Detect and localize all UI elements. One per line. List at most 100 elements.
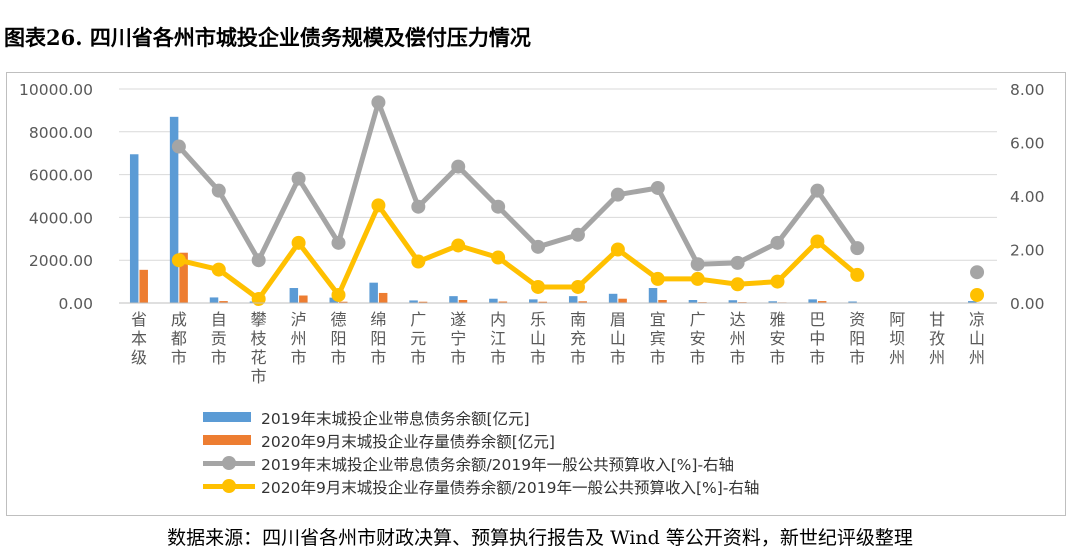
x-tick-label: 资阳市 [849, 310, 865, 367]
bar-2020 [658, 300, 667, 303]
x-tick-label: 攀枝花市 [251, 310, 267, 386]
point-2019-ratio [171, 139, 186, 154]
legend-key-bar-2019 [203, 406, 255, 429]
bar-2019 [369, 282, 378, 303]
x-tick-label: 泸州市 [291, 310, 307, 367]
legend-key-line-2020 [203, 475, 255, 498]
y-left-tick-label: 6000.00 [29, 167, 93, 185]
x-tick-label: 阿坝州 [889, 310, 905, 367]
bar-2019 [808, 299, 817, 303]
legend-item-bar-2019: 2019年末城投企业带息债务余额[亿元] [203, 406, 759, 429]
point-2019-ratio [610, 187, 625, 202]
bar-2020 [378, 292, 388, 303]
point-2020-ratio [531, 279, 546, 294]
x-tick-label: 省本级 [131, 310, 147, 367]
bar-2019 [489, 298, 498, 303]
point-2020-ratio [251, 291, 266, 306]
legend-label: 2020年9月末城投企业存量债券余额[亿元] [261, 432, 555, 451]
bar-2020 [418, 301, 428, 303]
legend-item-line-2020: 2020年9月末城投企业存量债券余额/2019年一般公共预算收入[%]-右轴 [203, 475, 759, 498]
source-note: 数据来源：四川省各州市财政决算、预算执行报告及 Wind 等公开资料，新世纪评级… [167, 527, 913, 549]
bar-2019 [768, 301, 777, 303]
point-2020-ratio [650, 271, 665, 286]
bar-2019 [688, 300, 698, 303]
bar-2020 [498, 301, 508, 303]
y-left-tick-label: 2000.00 [29, 252, 93, 270]
point-2020-ratio [211, 262, 226, 277]
y-right-tick-label: 4.00 [1010, 188, 1045, 206]
point-2020-ratio [810, 234, 825, 249]
point-2019-ratio [411, 199, 426, 214]
bar-2020 [618, 298, 627, 303]
chart-container: 0.00 2000.00 4000.00 6000.00 8000.00 10000.00… [6, 72, 1066, 516]
bar-2019 [129, 154, 139, 303]
point-2019-ratio [491, 199, 506, 214]
x-tick-label: 达州市 [730, 310, 746, 367]
point-2020-ratio [730, 277, 745, 292]
bar-2020 [817, 301, 827, 303]
point-2019-ratio [331, 235, 346, 250]
x-tick-label: 自贡市 [211, 310, 227, 367]
point-2019-ratio [291, 171, 306, 186]
x-tick-label: 广安市 [690, 310, 706, 367]
bar-2019 [169, 116, 179, 303]
point-2020-ratio [610, 242, 625, 257]
bar-2019 [209, 297, 219, 303]
chart-svg: 0.00 2000.00 4000.00 6000.00 8000.00 10000.00… [19, 81, 1045, 386]
x-tick-label: 甘孜州 [929, 310, 945, 367]
x-tick-label: 德阳市 [330, 310, 346, 367]
point-2019-ratio [850, 241, 865, 256]
point-2020-ratio [970, 287, 985, 302]
point-2020-ratio [491, 250, 506, 265]
bar-2020 [179, 252, 188, 303]
point-2020-ratio [850, 267, 865, 282]
point-2020-ratio [570, 279, 585, 294]
y-right-tick-label: 6.00 [1010, 135, 1045, 153]
x-tick-label: 乐山市 [530, 310, 546, 367]
point-2020-ratio [331, 287, 346, 302]
y-right-tick-label: 8.00 [1010, 81, 1045, 99]
point-2019-ratio [970, 265, 985, 280]
x-tick-label: 宜宾市 [650, 310, 666, 367]
x-tick-label: 内江市 [490, 310, 506, 367]
bar-2019 [329, 297, 338, 303]
y-right-tick-label: 0.00 [1010, 295, 1045, 313]
bar-2020 [578, 301, 587, 303]
bar-2019 [529, 299, 538, 303]
bar-2020 [139, 269, 148, 303]
x-tick-label: 凉山州 [969, 310, 985, 367]
legend-label: 2020年9月末城投企业存量债券余额/2019年一般公共预算收入[%]-右轴 [261, 478, 760, 497]
point-2020-ratio [411, 254, 426, 269]
bar-2019 [449, 296, 458, 303]
bar-2020 [219, 301, 228, 303]
x-tick-label: 广元市 [410, 310, 426, 367]
bar-2019 [968, 301, 977, 303]
y-left-tick-label: 4000.00 [29, 209, 93, 227]
point-2019-ratio [251, 253, 266, 268]
point-2019-ratio [570, 227, 585, 242]
legend-label: 2019年末城投企业带息债务余额/2019年一般公共预算收入[%]-右轴 [261, 455, 735, 474]
legend-item-line-2019: 2019年末城投企业带息债务余额/2019年一般公共预算收入[%]-右轴 [203, 452, 759, 475]
chart-legend: 2019年末城投企业带息债务余额[亿元] 2020年9月末城投企业存量债券余额[… [203, 406, 759, 498]
point-2020-ratio [690, 271, 705, 286]
point-2020-ratio [451, 238, 466, 253]
x-tick-label: 绵阳市 [370, 310, 386, 367]
bar-2019 [568, 296, 578, 303]
point-2020-ratio [770, 274, 785, 289]
bar-2020 [458, 300, 468, 303]
point-2019-ratio [690, 257, 705, 272]
y-left-tick-label: 0.00 [58, 295, 93, 313]
point-2020-ratio [371, 198, 386, 213]
legend-key-line-2019 [203, 452, 255, 475]
point-2019-ratio [451, 159, 466, 174]
bar-2019 [648, 288, 658, 303]
y-right-tick-label: 2.00 [1010, 242, 1045, 260]
x-tick-label: 雅安市 [769, 310, 785, 367]
y-left-tick-label: 10000.00 [19, 81, 93, 99]
legend-label: 2019年末城投企业带息债务余额[亿元] [261, 409, 530, 428]
point-2019-ratio [211, 183, 226, 198]
bar-2020 [299, 295, 308, 303]
bar-2019 [409, 300, 418, 303]
point-2019-ratio [371, 95, 386, 110]
legend-key-bar-2020 [203, 429, 255, 452]
